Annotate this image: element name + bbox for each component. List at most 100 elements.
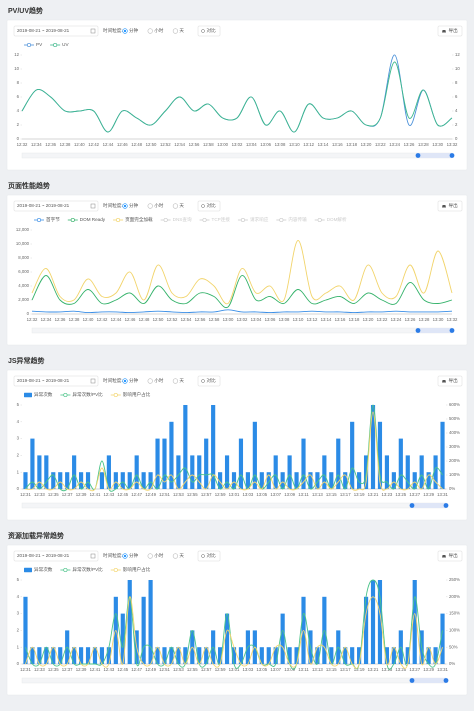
x-tick-label: 13:26 (404, 142, 415, 147)
legend-label[interactable]: 异常次数 (34, 566, 53, 573)
export-label[interactable]: 导出 (449, 377, 459, 384)
legend-label[interactable]: 影响用户占比 (123, 566, 151, 573)
compare-button[interactable] (197, 375, 221, 387)
x-tick-label: 13:01 (229, 492, 240, 497)
legend-label[interactable]: TCP连接 (212, 216, 231, 223)
y-tick-label: 3 (17, 611, 20, 616)
x-tick-label: 13:08 (275, 142, 286, 147)
zoom-window[interactable] (412, 503, 446, 508)
x-tick-label: 12:55 (187, 492, 198, 497)
bar (384, 455, 390, 489)
bar (148, 580, 153, 664)
export-label[interactable]: 导出 (449, 27, 459, 34)
radio[interactable] (172, 553, 179, 559)
date-picker[interactable] (13, 200, 99, 212)
radio-label[interactable]: 天 (179, 378, 184, 384)
radio-label[interactable]: 小时 (154, 202, 164, 209)
legend-label[interactable]: 异常次数/PV比 (72, 391, 103, 398)
compare-label[interactable]: 对比 (207, 552, 217, 559)
bar (127, 580, 132, 664)
x-tick-label: 13:25 (395, 492, 406, 497)
x-tick-label: 13:19 (354, 492, 365, 497)
radio[interactable] (172, 203, 179, 209)
legend-label[interactable]: 异常次数/PV比 (72, 566, 103, 573)
zoom-handle[interactable] (449, 328, 455, 333)
export-button[interactable] (437, 25, 463, 37)
bar (106, 455, 111, 489)
legend-label[interactable]: 异常次数 (34, 391, 53, 398)
bar (99, 647, 105, 664)
bar (218, 472, 223, 489)
compare-icon (201, 554, 205, 558)
bar (141, 596, 146, 664)
x-tick-label: 13:32 (447, 142, 458, 147)
zoom-handle[interactable] (443, 678, 449, 683)
x-tick-label: 12:32 (27, 317, 38, 322)
radio[interactable] (147, 378, 153, 384)
compare-button[interactable] (197, 550, 221, 562)
date-picker[interactable] (13, 375, 99, 387)
radio-label[interactable]: 分钟 (129, 27, 139, 34)
zoom-handle[interactable] (449, 153, 455, 158)
bar (419, 455, 424, 489)
export-button[interactable] (437, 200, 463, 212)
legend-label[interactable]: UV (62, 42, 69, 47)
x-tick-label: 12:50 (153, 317, 164, 322)
date-picker[interactable] (13, 550, 99, 562)
export-button[interactable] (437, 550, 463, 562)
legend-label[interactable]: DNS查询 (173, 216, 192, 223)
compare-label[interactable]: 对比 (207, 202, 217, 209)
x-tick-label: 12:39 (76, 492, 87, 497)
granularity-label: 时间粒度: (103, 27, 123, 34)
bar (280, 472, 285, 489)
x-tick-label: 13:21 (368, 492, 379, 497)
export-icon (442, 205, 446, 208)
bar (266, 647, 271, 664)
date-picker[interactable] (13, 25, 99, 37)
radio-label[interactable]: 天 (179, 28, 184, 34)
zoom-handle[interactable] (443, 503, 449, 508)
legend-label[interactable]: 首字节 (46, 216, 60, 223)
radio-label[interactable]: 小时 (154, 377, 164, 384)
zoom-window[interactable] (418, 328, 452, 333)
legend-label[interactable]: 影响用户占比 (123, 391, 151, 398)
radio[interactable] (147, 203, 153, 209)
legend-label[interactable]: DOM解析 (327, 216, 347, 223)
radio[interactable] (147, 553, 153, 559)
zoom-handle[interactable] (415, 328, 421, 333)
bar (155, 438, 160, 489)
zoom-handle[interactable] (409, 678, 415, 683)
radio[interactable] (172, 378, 179, 384)
radio-label[interactable]: 分钟 (129, 377, 139, 384)
legend-label[interactable]: DOM Ready (80, 217, 106, 222)
radio[interactable] (172, 28, 179, 34)
compare-button[interactable] (197, 25, 221, 37)
radio-label[interactable]: 天 (179, 203, 184, 209)
radio-label[interactable]: 天 (179, 553, 184, 559)
radio[interactable] (147, 28, 153, 34)
radio-label[interactable]: 分钟 (129, 202, 139, 209)
legend-label[interactable]: 内容传输 (288, 216, 307, 223)
bar (30, 647, 35, 664)
radio-label[interactable]: 小时 (154, 27, 164, 34)
zoom-window[interactable] (412, 678, 446, 683)
export-button[interactable] (437, 375, 463, 387)
radio-label[interactable]: 分钟 (129, 552, 139, 559)
legend-label[interactable]: 请求响应 (250, 216, 269, 223)
zoom-window[interactable] (418, 153, 452, 158)
bar (120, 613, 125, 664)
y-tick-label: 6,000 (18, 269, 29, 274)
panel-title: PV/UV趋势 (8, 6, 43, 15)
zoom-handle[interactable] (415, 153, 421, 158)
legend-label[interactable]: PV (36, 42, 43, 47)
export-label[interactable]: 导出 (449, 552, 459, 559)
date-range: 2019-08-21 ~ 2019-08-21 (17, 378, 70, 383)
compare-label[interactable]: 对比 (207, 27, 217, 34)
export-label[interactable]: 导出 (449, 202, 459, 209)
x-tick-label: 12:44 (111, 317, 122, 322)
legend-label[interactable]: 页面完全加载 (125, 216, 153, 223)
zoom-handle[interactable] (409, 503, 415, 508)
compare-button[interactable] (197, 200, 221, 212)
radio-label[interactable]: 小时 (154, 552, 164, 559)
compare-label[interactable]: 对比 (207, 377, 217, 384)
